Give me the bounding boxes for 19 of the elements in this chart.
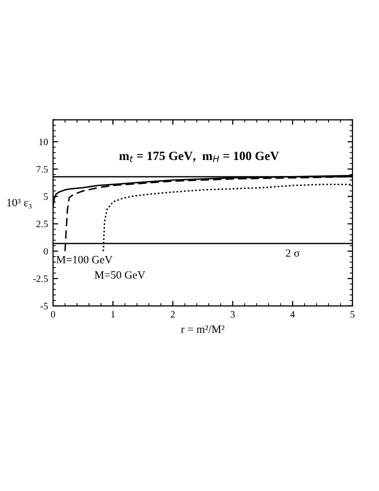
annotation: m$_{t}$ = 175 GeV, m$_{H}$ = 100 GeV [119,152,280,162]
y-tick-label: 0 [44,248,48,255]
y-tick-label: -5 [40,302,48,310]
x-tick-label: 0 [51,311,56,318]
series-label: M=50 GeV [94,271,146,279]
ref-line-label: 2 σ [286,249,300,257]
x-tick-label: 5 [350,311,355,318]
x-tick-label: 3 [230,311,235,318]
x-axis-title: r = m²/M² [181,326,224,333]
x-tick-label: 2 [170,311,175,318]
y-tick-label: 7.5 [36,166,48,173]
y-tick-label: 10 [39,138,48,146]
x-tick-label: 1 [111,311,115,318]
y-axis-title: 10³ ε₃ [7,198,32,209]
series-label: M=100 GeV [56,256,112,264]
y-tick-label: -2.5 [33,275,48,282]
y-tick-label: 5 [44,193,48,200]
x-tick-label: 4 [290,311,295,318]
y-tick-label: 2.5 [36,220,48,228]
